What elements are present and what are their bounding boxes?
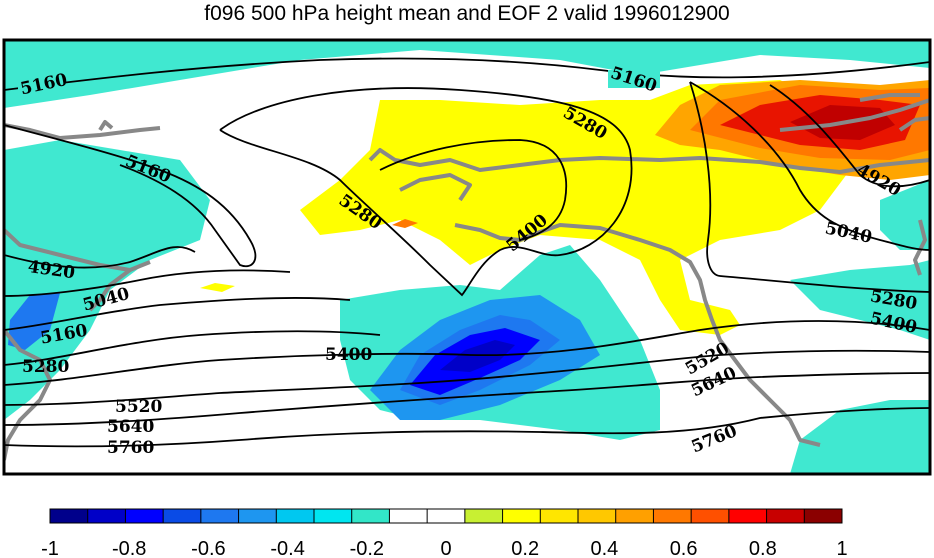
blue-left-region [8,293,60,350]
height-contours [4,57,930,448]
colorbar-tick-label: 0.6 [670,538,698,558]
orange-spot [392,219,418,228]
contour-5400-main [4,320,930,386]
colorbar-tick-label: 0 [440,538,451,558]
colorbar-swatch [50,509,89,523]
contour-5280-left [4,330,381,366]
colorbar-tick-label: -0.4 [270,538,304,558]
contour-5160-loop [4,124,257,268]
colorbar-swatch [766,509,805,523]
colorbar-tick-label: 0.8 [749,538,777,558]
colorbar-swatch [314,509,353,523]
contour-5520 [4,349,930,406]
colorbar-swatch [351,509,390,523]
contour-5160-left [4,297,351,331]
colorbar-swatch [427,509,466,523]
contour-4920-right [769,84,930,188]
colorbar-swatch [578,509,617,523]
yellow-region-small [200,283,235,292]
colorbar-swatch [653,509,692,523]
contour-5280-loop [219,87,633,297]
colorbar-swatch [540,509,579,523]
contour-label: 5400 [325,345,372,365]
contour-5040-right [689,81,930,251]
map-frame [2,38,932,476]
cyan-region-left [4,140,210,420]
coastlines [4,93,930,461]
colorbar-swatch [389,509,428,523]
colorbar-swatch [238,509,277,523]
colorbar-tick-label: -0.2 [350,538,384,558]
colorbar-swatch [728,509,767,523]
colorbar-tick-label: -1 [41,538,59,558]
contour-label: 5520 [115,397,162,417]
colorbar-tick-label: 1 [836,538,847,558]
colorbar-tick-label: 0.2 [511,538,539,558]
colorbar-swatch [804,509,843,523]
colorbar-swatch [87,509,126,523]
colorbar-swatch [502,509,541,523]
colorbar-swatch [691,509,730,523]
colorbar-tick-label: 0.4 [590,538,618,558]
cyan-region-right-top [880,180,930,250]
colorbar-swatch [200,509,239,523]
contour-5640 [4,372,930,426]
contour-5400-inner [379,139,568,241]
contour-5160-right [689,81,930,293]
contour-5160-top [4,57,930,91]
colorbar-swatch [163,509,202,523]
cyan-region-top [4,40,930,108]
colorbar-swatch [276,509,315,523]
colorbar-swatch [615,509,654,523]
plot-title: f096 500 hPa height mean and EOF 2 valid… [204,2,730,25]
colorbar-border [49,508,843,524]
contour-label: 5760 [107,438,154,458]
colorbar-swatch [125,509,164,523]
contour-4920-left [4,246,196,269]
contour-label: 5640 [107,417,154,437]
colorbar-tick-label: -0.8 [112,538,146,558]
colorbar-swatch [464,509,503,523]
contour-5040-left [4,269,291,297]
cyan-region-right [790,260,930,340]
contour-label: 5280 [22,357,69,377]
contour-5760 [4,407,930,448]
shaded-field [4,40,930,474]
colorbar: -1 -0.8 -0.6 -0.4 -0.2 0 0.2 0.4 0.6 0.8 1 [41,508,848,558]
cyan-region-bottom-right [790,400,930,474]
colorbar-tick-label: -0.6 [191,538,225,558]
